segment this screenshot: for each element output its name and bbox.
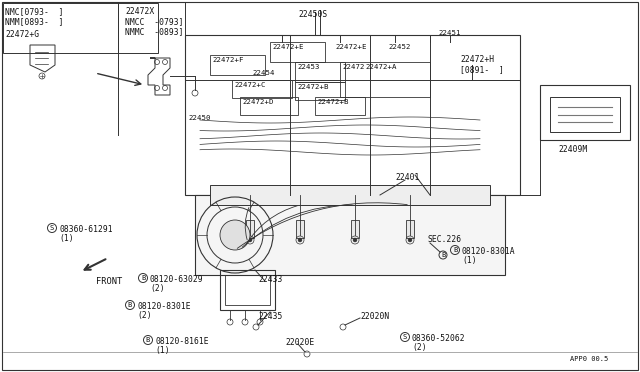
Circle shape — [220, 220, 250, 250]
Text: 08360-52062: 08360-52062 — [412, 334, 466, 343]
Text: 22472+H: 22472+H — [460, 55, 494, 64]
Text: 22401: 22401 — [395, 173, 419, 182]
Bar — [550, 97, 620, 132]
Text: 22453: 22453 — [297, 64, 319, 70]
Bar — [3, 3, 158, 53]
Bar — [246, 220, 254, 238]
Text: NMM[0893-  ]: NMM[0893- ] — [5, 17, 63, 26]
Text: (2): (2) — [150, 284, 164, 293]
Text: 22472+B: 22472+B — [317, 99, 349, 105]
Text: 08360-61291: 08360-61291 — [59, 225, 113, 234]
Text: 22472: 22472 — [342, 64, 365, 70]
Bar — [240, 97, 298, 115]
Text: 08120-8301E: 08120-8301E — [137, 302, 191, 311]
Text: 22472X: 22472X — [125, 7, 154, 16]
Text: (2): (2) — [412, 343, 427, 352]
Text: NMC[0793-  ]: NMC[0793- ] — [5, 7, 63, 16]
Bar — [340, 62, 430, 97]
Bar — [210, 185, 490, 205]
Bar — [232, 80, 292, 98]
Text: B: B — [141, 275, 145, 281]
Text: 22452: 22452 — [388, 44, 410, 50]
Circle shape — [408, 238, 412, 242]
Bar — [295, 62, 345, 82]
Bar — [540, 85, 630, 140]
Text: 22472+E: 22472+E — [335, 44, 367, 50]
Circle shape — [353, 238, 357, 242]
Bar — [195, 195, 505, 275]
Bar — [295, 82, 345, 100]
Text: (1): (1) — [155, 346, 170, 355]
Text: 22409M: 22409M — [558, 145, 588, 154]
Text: 22472+E: 22472+E — [272, 44, 303, 50]
Circle shape — [298, 238, 302, 242]
Text: 22435: 22435 — [258, 312, 282, 321]
Text: 22020E: 22020E — [285, 338, 314, 347]
Bar — [225, 275, 270, 305]
Text: (2): (2) — [137, 311, 152, 320]
Text: B: B — [128, 302, 132, 308]
Text: 08120-8161E: 08120-8161E — [155, 337, 209, 346]
Text: (1): (1) — [462, 256, 477, 265]
Text: 22472+G: 22472+G — [5, 30, 39, 39]
Bar — [315, 97, 365, 115]
Text: 22472+B: 22472+B — [297, 84, 328, 90]
Text: 22472+A: 22472+A — [365, 64, 397, 70]
Bar — [220, 270, 275, 310]
Bar — [351, 220, 359, 238]
Text: 22451: 22451 — [438, 30, 461, 36]
Text: B: B — [441, 252, 445, 258]
Text: 22472+D: 22472+D — [242, 99, 273, 105]
Text: S: S — [403, 334, 407, 340]
Bar — [270, 42, 325, 62]
Text: 08120-8301A: 08120-8301A — [462, 247, 516, 256]
Bar — [185, 35, 520, 195]
Text: SEC.226: SEC.226 — [428, 235, 462, 244]
Text: 22433: 22433 — [258, 275, 282, 284]
Bar — [406, 220, 414, 238]
Text: 22454: 22454 — [252, 70, 275, 76]
Text: FRONT: FRONT — [96, 277, 122, 286]
Text: B: B — [453, 247, 457, 253]
Text: B: B — [146, 337, 150, 343]
Circle shape — [248, 238, 252, 242]
Text: NMCC  -0793]: NMCC -0793] — [125, 17, 184, 26]
Text: 22450S: 22450S — [298, 10, 327, 19]
Text: 22450: 22450 — [188, 115, 211, 121]
Text: 08120-63029: 08120-63029 — [150, 275, 204, 284]
Text: 22472+F: 22472+F — [212, 57, 243, 63]
Text: [0891-  ]: [0891- ] — [460, 65, 504, 74]
Text: 22472+C: 22472+C — [234, 82, 266, 88]
Text: APP0 00.5: APP0 00.5 — [570, 356, 608, 362]
Text: 22020N: 22020N — [360, 312, 389, 321]
Bar — [296, 220, 304, 238]
Text: (1): (1) — [59, 234, 74, 243]
Text: NMMC  -0893]: NMMC -0893] — [125, 27, 184, 36]
Bar — [210, 55, 265, 75]
Text: S: S — [50, 225, 54, 231]
